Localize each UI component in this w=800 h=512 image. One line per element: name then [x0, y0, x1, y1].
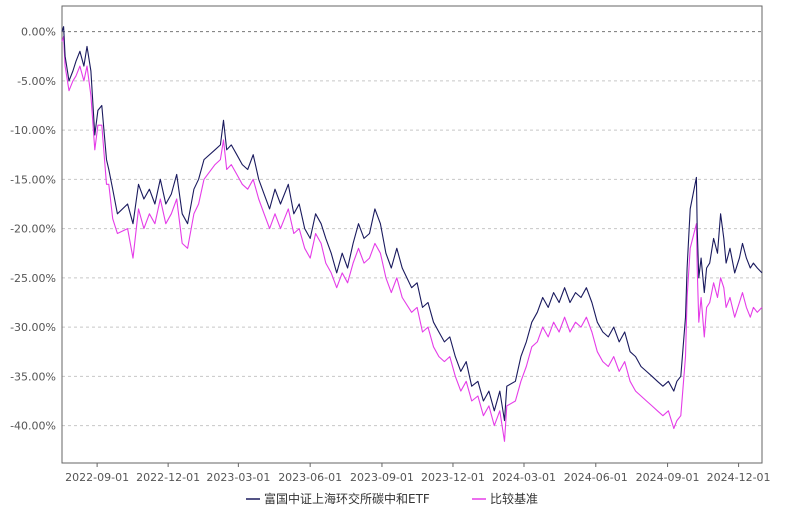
legend: 富国中证上海环交所碳中和ETF 比较基准	[246, 491, 538, 506]
x-tick-label: 2023-09-01	[350, 471, 414, 484]
y-tick-label: -30.00%	[10, 321, 56, 334]
series-lines	[61, 26, 763, 442]
y-tick-label: -10.00%	[10, 124, 56, 137]
y-tick-label: -20.00%	[10, 223, 56, 236]
x-tick-label: 2024-06-01	[564, 471, 628, 484]
legend-label-etf: 富国中证上海环交所碳中和ETF	[264, 491, 430, 506]
y-tick-label: -15.00%	[10, 173, 56, 186]
plot-frame	[61, 5, 763, 464]
y-tick-label: 0.00%	[21, 26, 56, 39]
x-tick-label: 2023-03-01	[206, 471, 270, 484]
y-tick-label: -35.00%	[10, 370, 56, 383]
axes: 0.00% -5.00% -10.00% -15.00% -20.00% -25.00% -…	[10, 5, 771, 484]
y-tick-label: -40.00%	[10, 420, 56, 433]
x-tick-label: 2022-12-01	[136, 471, 200, 484]
x-tick-label: 2023-06-01	[278, 471, 342, 484]
x-tick-label: 2024-09-01	[636, 471, 700, 484]
x-tick-label: 2024-03-01	[492, 471, 556, 484]
x-tick-label: 2023-12-01	[421, 471, 485, 484]
x-tick-label: 2024-12-01	[707, 471, 771, 484]
legend-label-benchmark: 比较基准	[490, 491, 538, 506]
y-tick-label: -5.00%	[17, 75, 56, 88]
series-line-benchmark	[61, 35, 763, 442]
x-tick-label: 2022-09-01	[65, 471, 129, 484]
gridlines	[62, 31, 762, 427]
y-tick-label: -25.00%	[10, 272, 56, 285]
series-line-etf	[61, 26, 763, 422]
